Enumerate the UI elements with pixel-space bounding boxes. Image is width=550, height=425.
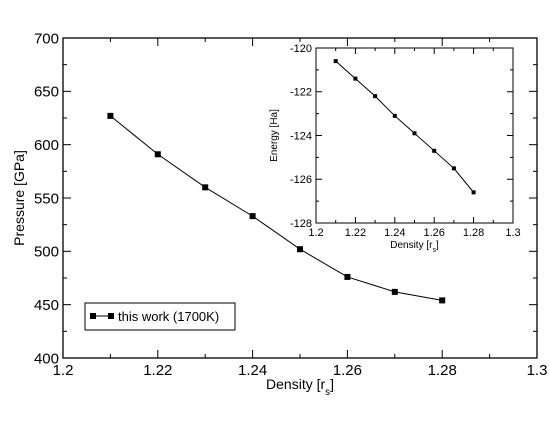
main-pressure-chart: 1.2 1.22 1.24 1.26 1.28 1.3 400 450 500 550 600 650… — [11, 30, 547, 397]
data-point — [392, 113, 397, 118]
y-tick-label: 500 — [34, 244, 59, 261]
data-point — [202, 184, 209, 191]
x-tick-label: 1.3 — [527, 362, 548, 379]
y-tick-label: 650 — [34, 84, 59, 101]
y-tick-label: -122 — [290, 87, 312, 99]
data-point — [353, 76, 358, 81]
data-point — [451, 166, 456, 171]
x-tick-label: 1.26 — [423, 227, 444, 239]
x-tick-label: 1.3 — [505, 227, 520, 239]
series-line — [335, 60, 474, 193]
legend: this work (1700K) — [84, 302, 236, 331]
y-tick-label: -120 — [290, 43, 312, 55]
data-point — [471, 190, 476, 195]
x-tick-label: 1.2 — [53, 362, 74, 379]
data-point — [344, 273, 351, 280]
legend-marker — [90, 313, 96, 319]
x-tick-label: 1.22 — [143, 362, 172, 379]
x-tick-label: 1.24 — [238, 362, 267, 379]
x-tick-label: 1.22 — [345, 227, 366, 239]
data-point — [439, 297, 446, 304]
y-tick-label: -124 — [290, 130, 312, 142]
data-point — [391, 288, 398, 295]
x-axis-label: Density [rs] — [266, 376, 334, 398]
y-tick-label: 700 — [34, 30, 59, 47]
data-point — [154, 151, 161, 158]
data-point — [373, 94, 378, 99]
legend-marker — [108, 313, 114, 319]
data-point — [333, 59, 338, 64]
x-tick-label: 1.24 — [384, 227, 405, 239]
x-axis-label: Density [rs] — [390, 240, 439, 254]
inset-background — [281, 47, 514, 230]
x-tick-label: 1.2 — [308, 227, 323, 239]
data-point — [107, 112, 114, 119]
legend-label: this work (1700K) — [118, 309, 219, 324]
y-axis-label: Energy [Ha] — [269, 109, 280, 162]
y-tick-label: -126 — [290, 174, 312, 186]
x-tick-label: 1.28 — [463, 227, 484, 239]
y-axis-label: Pressure [GPa] — [11, 150, 27, 246]
y-tick-label: 550 — [34, 190, 59, 207]
data-point — [249, 213, 256, 220]
y-tick-label: -128 — [290, 218, 312, 230]
x-tick-label: 1.28 — [428, 362, 457, 379]
x-tick-label: 1.26 — [333, 362, 362, 379]
y-tick-label: 450 — [34, 297, 59, 314]
y-tick-label: 400 — [34, 350, 59, 367]
data-point — [297, 246, 303, 253]
y-tick-label: 600 — [34, 137, 59, 154]
series-line — [110, 115, 443, 301]
inset-energy-chart: 1.2 1.22 1.24 1.26 1.28 1.3 -128 -126 -124 -122 -1… — [269, 43, 521, 254]
data-point — [432, 148, 437, 153]
data-point — [412, 131, 417, 136]
